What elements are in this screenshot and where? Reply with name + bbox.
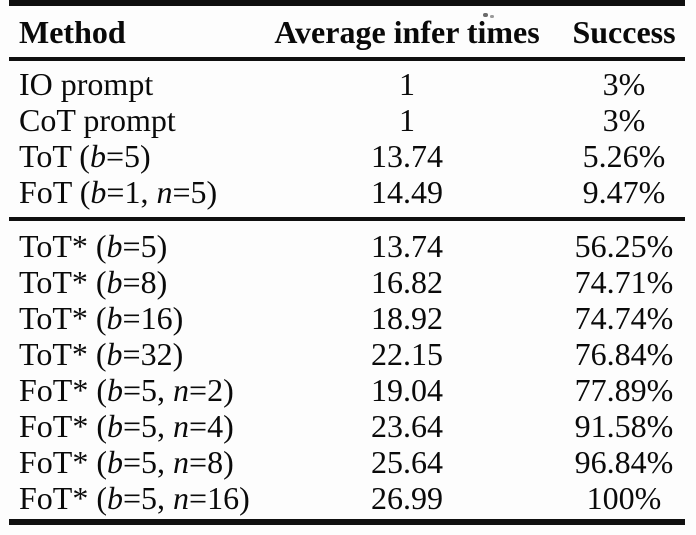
table-row: ToT (b=5) 13.74 5.26%: [9, 138, 685, 174]
table-row: ToT* (b=16) 18.92 74.74%: [9, 300, 685, 336]
column-header-avg-infer-times: Average infer times: [274, 14, 540, 50]
method-cell: ToT* (b=32): [19, 336, 184, 372]
avg-infer-times-cell: 16.82: [371, 264, 443, 300]
avg-infer-times-cell: 26.99: [371, 480, 443, 516]
success-cell: 56.25%: [574, 228, 674, 264]
success-cell: 3%: [602, 66, 646, 102]
table-bottom-rule: [9, 519, 685, 525]
table-header-row: Method Average infer times Success: [9, 14, 685, 50]
success-cell: 74.71%: [574, 264, 674, 300]
header-separator-rule: [9, 57, 685, 61]
success-cell: 100%: [586, 480, 662, 516]
method-cell: FoT* (b=5, n=16): [19, 480, 250, 516]
table-row: ToT* (b=5) 13.74 56.25%: [9, 228, 685, 264]
column-header-success: Success: [572, 14, 676, 50]
avg-infer-times-cell: 23.64: [371, 408, 443, 444]
method-cell: ToT* (b=16): [19, 300, 184, 336]
success-cell: 96.84%: [574, 444, 674, 480]
avg-infer-times-cell: 14.49: [371, 174, 443, 210]
avg-infer-times-cell: 19.04: [371, 372, 443, 408]
method-cell: FoT* (b=5, n=4): [19, 408, 234, 444]
cropped-text-fragment: [483, 13, 488, 17]
method-cell: ToT* (b=5): [19, 228, 168, 264]
avg-infer-times-cell: 1: [399, 102, 415, 138]
table-row: IO prompt 1 3%: [9, 66, 685, 102]
success-cell: 77.89%: [574, 372, 674, 408]
success-cell: 91.58%: [574, 408, 674, 444]
group-separator-rule: [9, 217, 685, 221]
success-cell: 9.47%: [582, 174, 666, 210]
avg-infer-times-cell: 1: [399, 66, 415, 102]
method-cell: ToT (b=5): [19, 138, 151, 174]
avg-infer-times-cell: 13.74: [371, 228, 443, 264]
avg-infer-times-cell: 25.64: [371, 444, 443, 480]
table-row: FoT* (b=5, n=2) 19.04 77.89%: [9, 372, 685, 408]
table-row: FoT* (b=5, n=16) 26.99 100%: [9, 480, 685, 516]
table-row: FoT* (b=5, n=4) 23.64 91.58%: [9, 408, 685, 444]
success-cell: 5.26%: [582, 138, 666, 174]
method-cell: FoT* (b=5, n=2): [19, 372, 234, 408]
table-top-rule: [9, 0, 685, 6]
cropped-text-fragment: [490, 15, 494, 18]
method-cell: FoT (b=1, n=5): [19, 174, 218, 210]
success-cell: 76.84%: [574, 336, 674, 372]
table-row: FoT* (b=5, n=8) 25.64 96.84%: [9, 444, 685, 480]
avg-infer-times-cell: 18.92: [371, 300, 443, 336]
table-row: ToT* (b=8) 16.82 74.71%: [9, 264, 685, 300]
method-cell: FoT* (b=5, n=8): [19, 444, 234, 480]
column-header-method: Method: [19, 14, 126, 50]
method-cell: CoT prompt: [19, 102, 176, 138]
avg-infer-times-cell: 22.15: [371, 336, 443, 372]
method-cell: ToT* (b=8): [19, 264, 168, 300]
table-row: ToT* (b=32) 22.15 76.84%: [9, 336, 685, 372]
method-cell: IO prompt: [19, 66, 154, 102]
avg-infer-times-cell: 13.74: [371, 138, 443, 174]
table-row: FoT (b=1, n=5) 14.49 9.47%: [9, 174, 685, 210]
success-cell: 74.74%: [574, 300, 674, 336]
success-cell: 3%: [602, 102, 646, 138]
table-row: CoT prompt 1 3%: [9, 102, 685, 138]
